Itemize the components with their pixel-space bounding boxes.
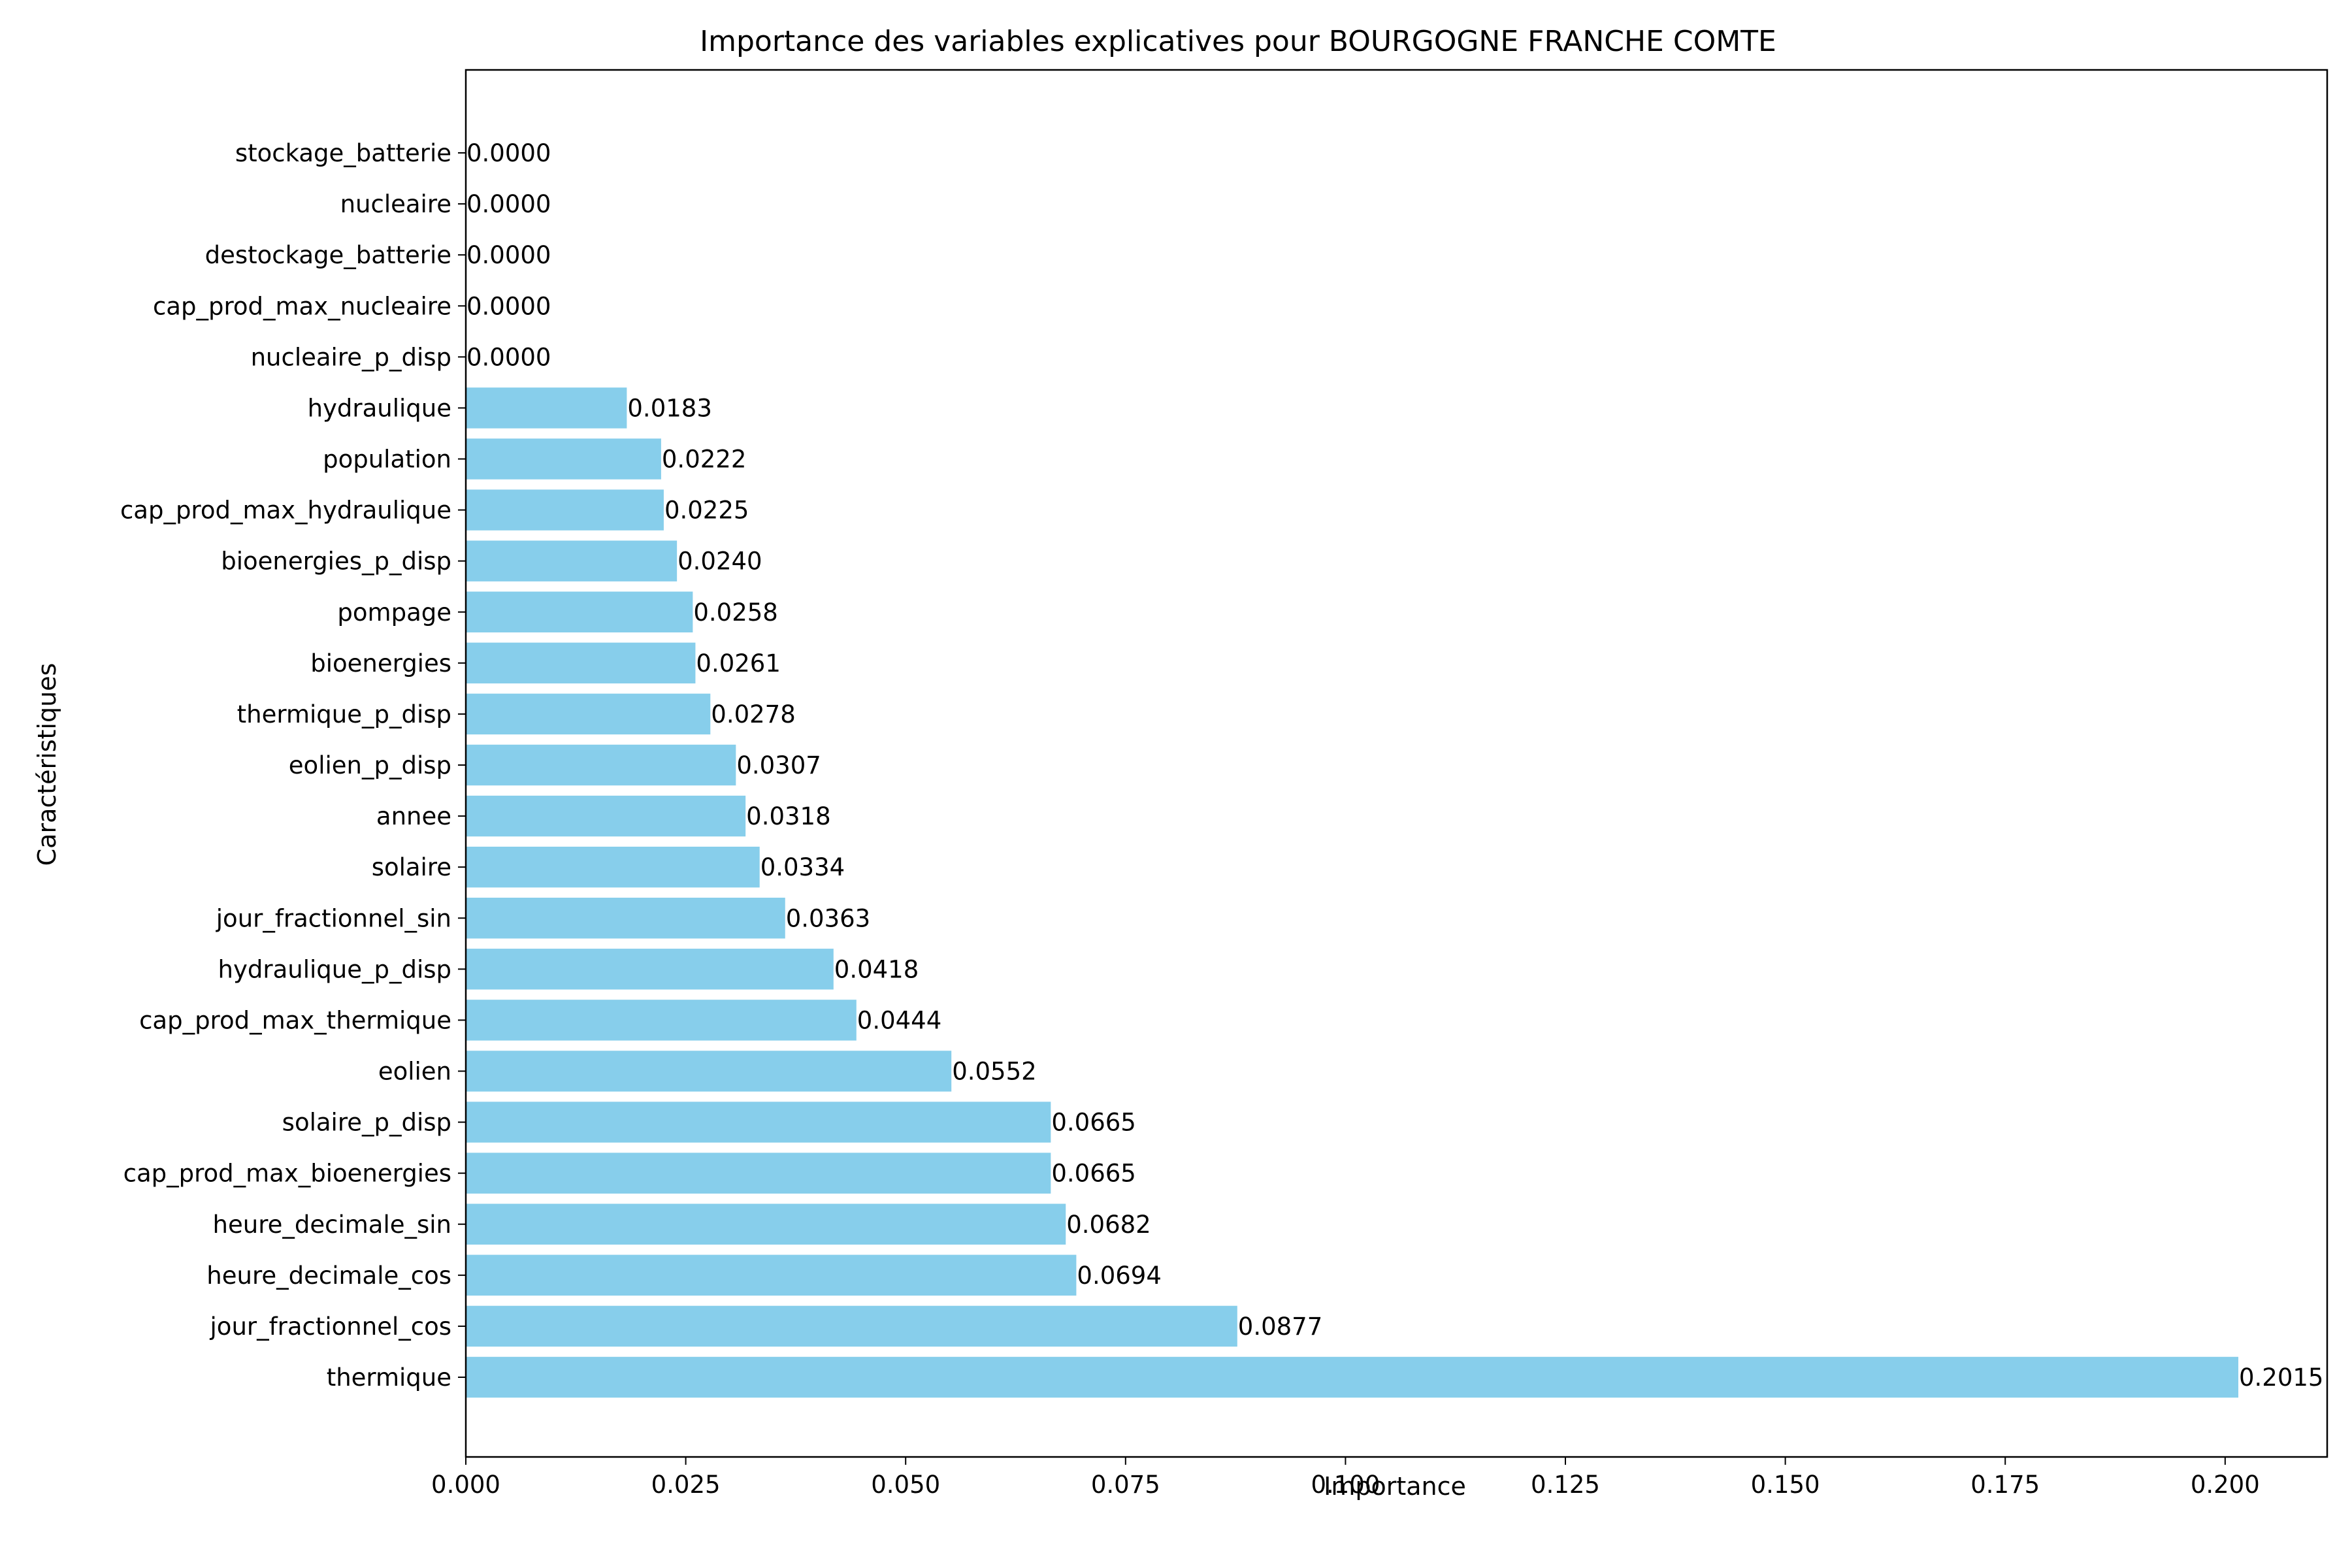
value-label-cap-prod-max-thermique: 0.0444	[857, 1006, 941, 1034]
value-label-heure-decimale-sin: 0.0682	[1066, 1211, 1151, 1239]
value-label-heure-decimale-cos: 0.0694	[1077, 1262, 1161, 1290]
y-tick-label-eolien-p-disp: eolien_p_disp	[289, 751, 451, 779]
y-tick-label-annee: annee	[376, 802, 451, 830]
x-tick-label-5: 0.125	[1531, 1471, 1600, 1499]
y-tick-label-cap-prod-max-hydraulique: cap_prod_max_hydraulique	[120, 497, 451, 525]
bar-thermique-p-disp	[466, 693, 711, 735]
y-axis-ticks: thermique jour_fractionnel_cos heure_decim…	[120, 139, 466, 1392]
value-label-eolien-p-disp: 0.0307	[736, 751, 821, 779]
y-tick-label-solaire-p-disp: solaire_p_disp	[282, 1109, 451, 1137]
value-labels-group: 0.2015 0.0877 0.0694 0.0682 0.0665 0.0665 0.05…	[466, 139, 2323, 1392]
bar-solaire-p-disp	[466, 1102, 1051, 1143]
y-tick-label-cap-prod-max-bioenergies: cap_prod_max_bioenergies	[123, 1160, 451, 1188]
y-tick-label-eolien: eolien	[378, 1058, 451, 1086]
bar-thermique	[466, 1356, 2239, 1398]
value-label-jour-fractionnel-sin: 0.0363	[786, 904, 870, 932]
y-tick-label-nucleaire: nucleaire	[340, 190, 451, 218]
x-tick-label-2: 0.050	[871, 1471, 940, 1499]
value-label-bioenergies: 0.0261	[696, 649, 780, 678]
plot-area-frame	[465, 69, 2328, 1458]
y-tick-label-thermique-p-disp: thermique_p_disp	[237, 700, 451, 728]
value-label-thermique: 0.2015	[2239, 1364, 2323, 1392]
x-axis-ticks: 0.000 0.025 0.050 0.075 0.100 0.125 0.150 0.175…	[431, 1457, 2260, 1499]
y-tick-label-cap-prod-max-thermique: cap_prod_max_thermique	[139, 1006, 451, 1034]
x-tick-label-6: 0.150	[1751, 1471, 1820, 1499]
x-tick-label-0: 0.000	[431, 1471, 500, 1499]
bar-solaire	[466, 846, 760, 888]
value-label-nucleaire: 0.0000	[466, 190, 551, 218]
bar-jour-fractionnel-sin	[466, 898, 785, 939]
value-label-cap-prod-max-hydraulique: 0.0225	[664, 497, 749, 525]
y-tick-label-pompage: pompage	[337, 598, 451, 627]
x-tick-label-3: 0.075	[1091, 1471, 1160, 1499]
value-label-nucleaire-p-disp: 0.0000	[466, 343, 551, 371]
y-axis-label: Caractéristiques	[33, 663, 61, 866]
value-label-annee: 0.0318	[746, 802, 830, 830]
y-tick-label-thermique: thermique	[327, 1364, 451, 1392]
bar-cap-prod-max-hydraulique	[466, 489, 664, 531]
value-label-destockage-batterie: 0.0000	[466, 241, 551, 269]
y-tick-label-hydraulique-p-disp: hydraulique_p_disp	[218, 955, 451, 983]
y-tick-label-bioenergies-p-disp: bioenergies_p_disp	[221, 547, 451, 576]
y-tick-label-jour-fractionnel-cos: jour_fractionnel_cos	[210, 1313, 451, 1341]
y-tick-label-stockage-batterie: stockage_batterie	[235, 139, 451, 167]
y-tick-label-heure-decimale-sin: heure_decimale_sin	[213, 1211, 451, 1239]
value-label-jour-fractionnel-cos: 0.0877	[1238, 1313, 1322, 1341]
value-label-cap-prod-max-bioenergies: 0.0665	[1051, 1160, 1135, 1188]
value-label-bioenergies-p-disp: 0.0240	[678, 547, 762, 576]
bar-eolien-p-disp	[466, 744, 736, 786]
bar-heure-decimale-sin	[466, 1203, 1066, 1245]
y-tick-label-hydraulique: hydraulique	[308, 394, 451, 422]
y-tick-label-bioenergies: bioenergies	[310, 649, 451, 678]
y-tick-label-cap-prod-max-nucleaire: cap_prod_max_nucleaire	[153, 292, 451, 320]
x-tick-label-1: 0.025	[651, 1471, 721, 1499]
x-tick-label-8: 0.200	[2191, 1471, 2260, 1499]
value-label-cap-prod-max-nucleaire: 0.0000	[466, 292, 551, 320]
y-tick-label-nucleaire-p-disp: nucleaire_p_disp	[251, 343, 451, 371]
bar-hydraulique-p-disp	[466, 949, 834, 990]
value-label-eolien: 0.0552	[952, 1058, 1036, 1086]
bar-population	[466, 438, 661, 480]
y-tick-label-destockage-batterie: destockage_batterie	[205, 241, 451, 269]
x-tick-label-4: 0.100	[1311, 1471, 1380, 1499]
bar-hydraulique	[466, 387, 627, 429]
y-tick-label-jour-fractionnel-sin: jour_fractionnel_sin	[216, 904, 451, 932]
value-label-pompage: 0.0258	[693, 598, 777, 627]
y-tick-label-population: population	[323, 446, 451, 474]
value-label-hydraulique-p-disp: 0.0418	[834, 955, 919, 983]
bar-bioenergies	[466, 642, 696, 684]
y-tick-label-heure-decimale-cos: heure_decimale_cos	[206, 1262, 451, 1290]
x-axis-label: Importance	[1324, 1472, 1466, 1501]
bar-cap-prod-max-thermique	[466, 1000, 857, 1041]
bar-annee	[466, 795, 746, 837]
chart-title: Importance des variables explicatives po…	[700, 25, 1776, 58]
x-tick-label-7: 0.175	[1970, 1471, 2040, 1499]
bar-bioenergies-p-disp	[466, 540, 678, 581]
value-label-solaire: 0.0334	[760, 853, 845, 881]
bar-jour-fractionnel-cos	[466, 1305, 1237, 1347]
value-label-solaire-p-disp: 0.0665	[1051, 1109, 1135, 1137]
bar-heure-decimale-cos	[466, 1254, 1077, 1296]
bar-eolien	[466, 1051, 952, 1092]
value-label-thermique-p-disp: 0.0278	[711, 700, 795, 728]
bar-pompage	[466, 591, 693, 632]
value-label-population: 0.0222	[662, 446, 746, 474]
value-label-stockage-batterie: 0.0000	[466, 139, 551, 167]
bars-group	[466, 387, 2239, 1398]
value-label-hydraulique: 0.0183	[627, 394, 711, 422]
bar-cap-prod-max-bioenergies	[466, 1152, 1051, 1194]
y-tick-label-solaire: solaire	[372, 853, 451, 881]
